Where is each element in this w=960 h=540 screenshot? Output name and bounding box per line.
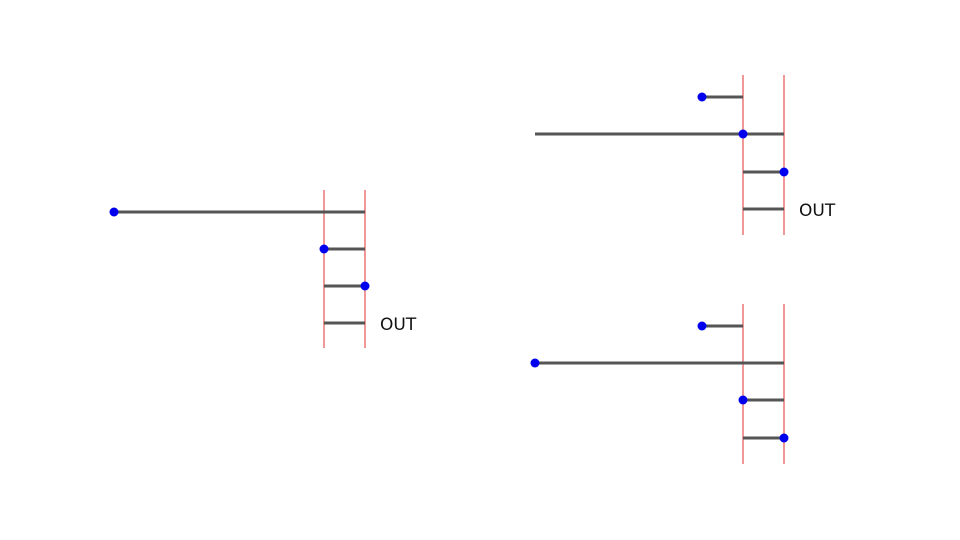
connection-dot [738,129,748,139]
connection-dot [319,244,329,254]
ladder-diagram-bottom-right [530,304,789,464]
connection-dot [697,321,707,331]
connection-dot [738,395,748,405]
connection-dot [779,433,789,443]
connection-dot [530,358,540,368]
output-label: OUT [380,315,417,335]
connection-dot [697,92,707,102]
ladder-diagram-left: OUT [109,190,417,348]
connection-dot [779,167,789,177]
output-label: OUT [799,201,836,221]
ladder-diagram-top-right: OUT [535,75,836,235]
connection-dot [360,281,370,291]
connection-dot [109,207,119,217]
